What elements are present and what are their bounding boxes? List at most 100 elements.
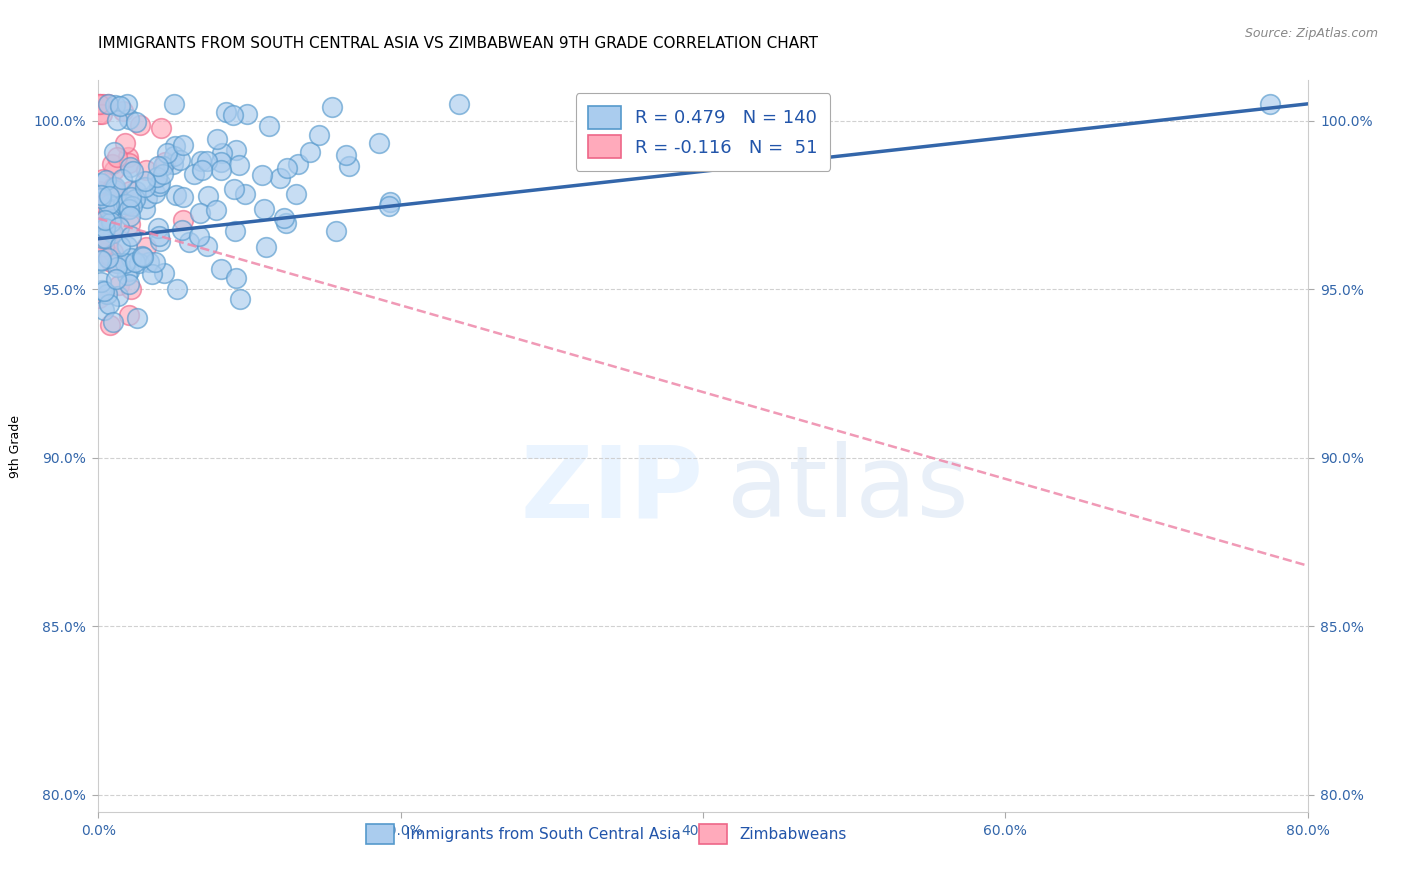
Point: [114, 256, 136, 270]
Point: [90, 275, 112, 289]
Point: [98, 318, 121, 332]
Point: [1258, 96, 1281, 111]
Point: [91, 96, 114, 111]
Point: [273, 211, 295, 226]
Point: [285, 186, 308, 201]
Point: [378, 199, 401, 213]
Point: [101, 199, 124, 213]
Point: [117, 277, 139, 292]
Point: [112, 197, 135, 211]
Point: [94, 212, 117, 227]
Y-axis label: 9th Grade: 9th Grade: [10, 415, 22, 477]
Point: [93, 238, 115, 252]
Point: [120, 228, 142, 243]
Point: [115, 238, 138, 252]
Point: [91, 208, 114, 222]
Point: [120, 190, 142, 204]
Point: [93, 219, 115, 234]
Point: [148, 221, 170, 235]
Point: [101, 226, 124, 240]
Point: [103, 162, 125, 177]
Point: [135, 191, 157, 205]
Point: [93, 303, 115, 318]
Point: [105, 260, 128, 274]
Point: [90, 240, 112, 254]
Point: [166, 282, 188, 296]
Point: [118, 202, 141, 216]
Point: [98, 189, 121, 203]
Point: [120, 251, 142, 265]
Point: [150, 120, 173, 135]
Point: [108, 99, 131, 113]
Point: [100, 212, 122, 227]
Point: [105, 256, 128, 270]
Point: [163, 139, 186, 153]
Point: [143, 186, 166, 201]
Point: [87, 107, 110, 121]
Point: [101, 157, 124, 171]
Point: [89, 211, 111, 225]
Point: [152, 159, 174, 173]
Point: [152, 167, 174, 181]
Point: [252, 169, 274, 183]
Point: [228, 159, 250, 173]
Point: [101, 315, 124, 329]
Point: [215, 104, 238, 119]
Point: [378, 195, 401, 210]
Point: [209, 155, 232, 169]
Point: [101, 184, 124, 198]
Point: [115, 96, 138, 111]
Point: [117, 264, 139, 278]
Point: [120, 217, 142, 231]
Point: [188, 228, 211, 243]
Point: [156, 145, 179, 160]
Point: [287, 157, 309, 171]
Point: [90, 254, 112, 268]
Point: [91, 246, 114, 260]
Point: [153, 266, 176, 280]
Point: [141, 267, 163, 281]
Point: [104, 179, 127, 194]
Point: [222, 182, 245, 196]
Point: [118, 160, 141, 174]
Point: [90, 187, 112, 202]
Point: [129, 118, 152, 132]
Point: [253, 202, 276, 216]
Point: [299, 145, 322, 159]
Legend: Immigrants from South Central Asia, Zimbabweans: Immigrants from South Central Asia, Zimb…: [359, 817, 853, 852]
Point: [120, 184, 142, 198]
Text: IMMIGRANTS FROM SOUTH CENTRAL ASIA VS ZIMBABWEAN 9TH GRADE CORRELATION CHART: IMMIGRANTS FROM SOUTH CENTRAL ASIA VS ZI…: [98, 36, 818, 51]
Point: [89, 221, 111, 235]
Point: [89, 96, 111, 111]
Point: [211, 146, 233, 161]
Point: [233, 186, 256, 201]
Point: [172, 137, 194, 152]
Point: [447, 96, 470, 111]
Point: [149, 234, 172, 248]
Text: Source: ZipAtlas.com: Source: ZipAtlas.com: [1244, 27, 1378, 40]
Point: [222, 108, 245, 122]
Point: [108, 219, 131, 234]
Point: [107, 288, 129, 302]
Point: [114, 197, 136, 211]
Point: [118, 112, 141, 126]
Point: [197, 188, 219, 202]
Point: [190, 205, 212, 219]
Point: [148, 178, 170, 193]
Point: [94, 221, 117, 235]
Point: [195, 239, 218, 253]
Point: [170, 223, 193, 237]
Point: [224, 224, 246, 238]
Point: [207, 132, 229, 146]
Point: [169, 153, 191, 168]
Point: [120, 282, 142, 296]
Point: [163, 96, 186, 111]
Point: [94, 201, 117, 215]
Point: [335, 148, 357, 162]
Point: [117, 150, 139, 164]
Point: [98, 197, 121, 211]
Point: [134, 180, 156, 194]
Point: [367, 136, 389, 150]
Point: [104, 272, 127, 286]
Point: [204, 202, 226, 217]
